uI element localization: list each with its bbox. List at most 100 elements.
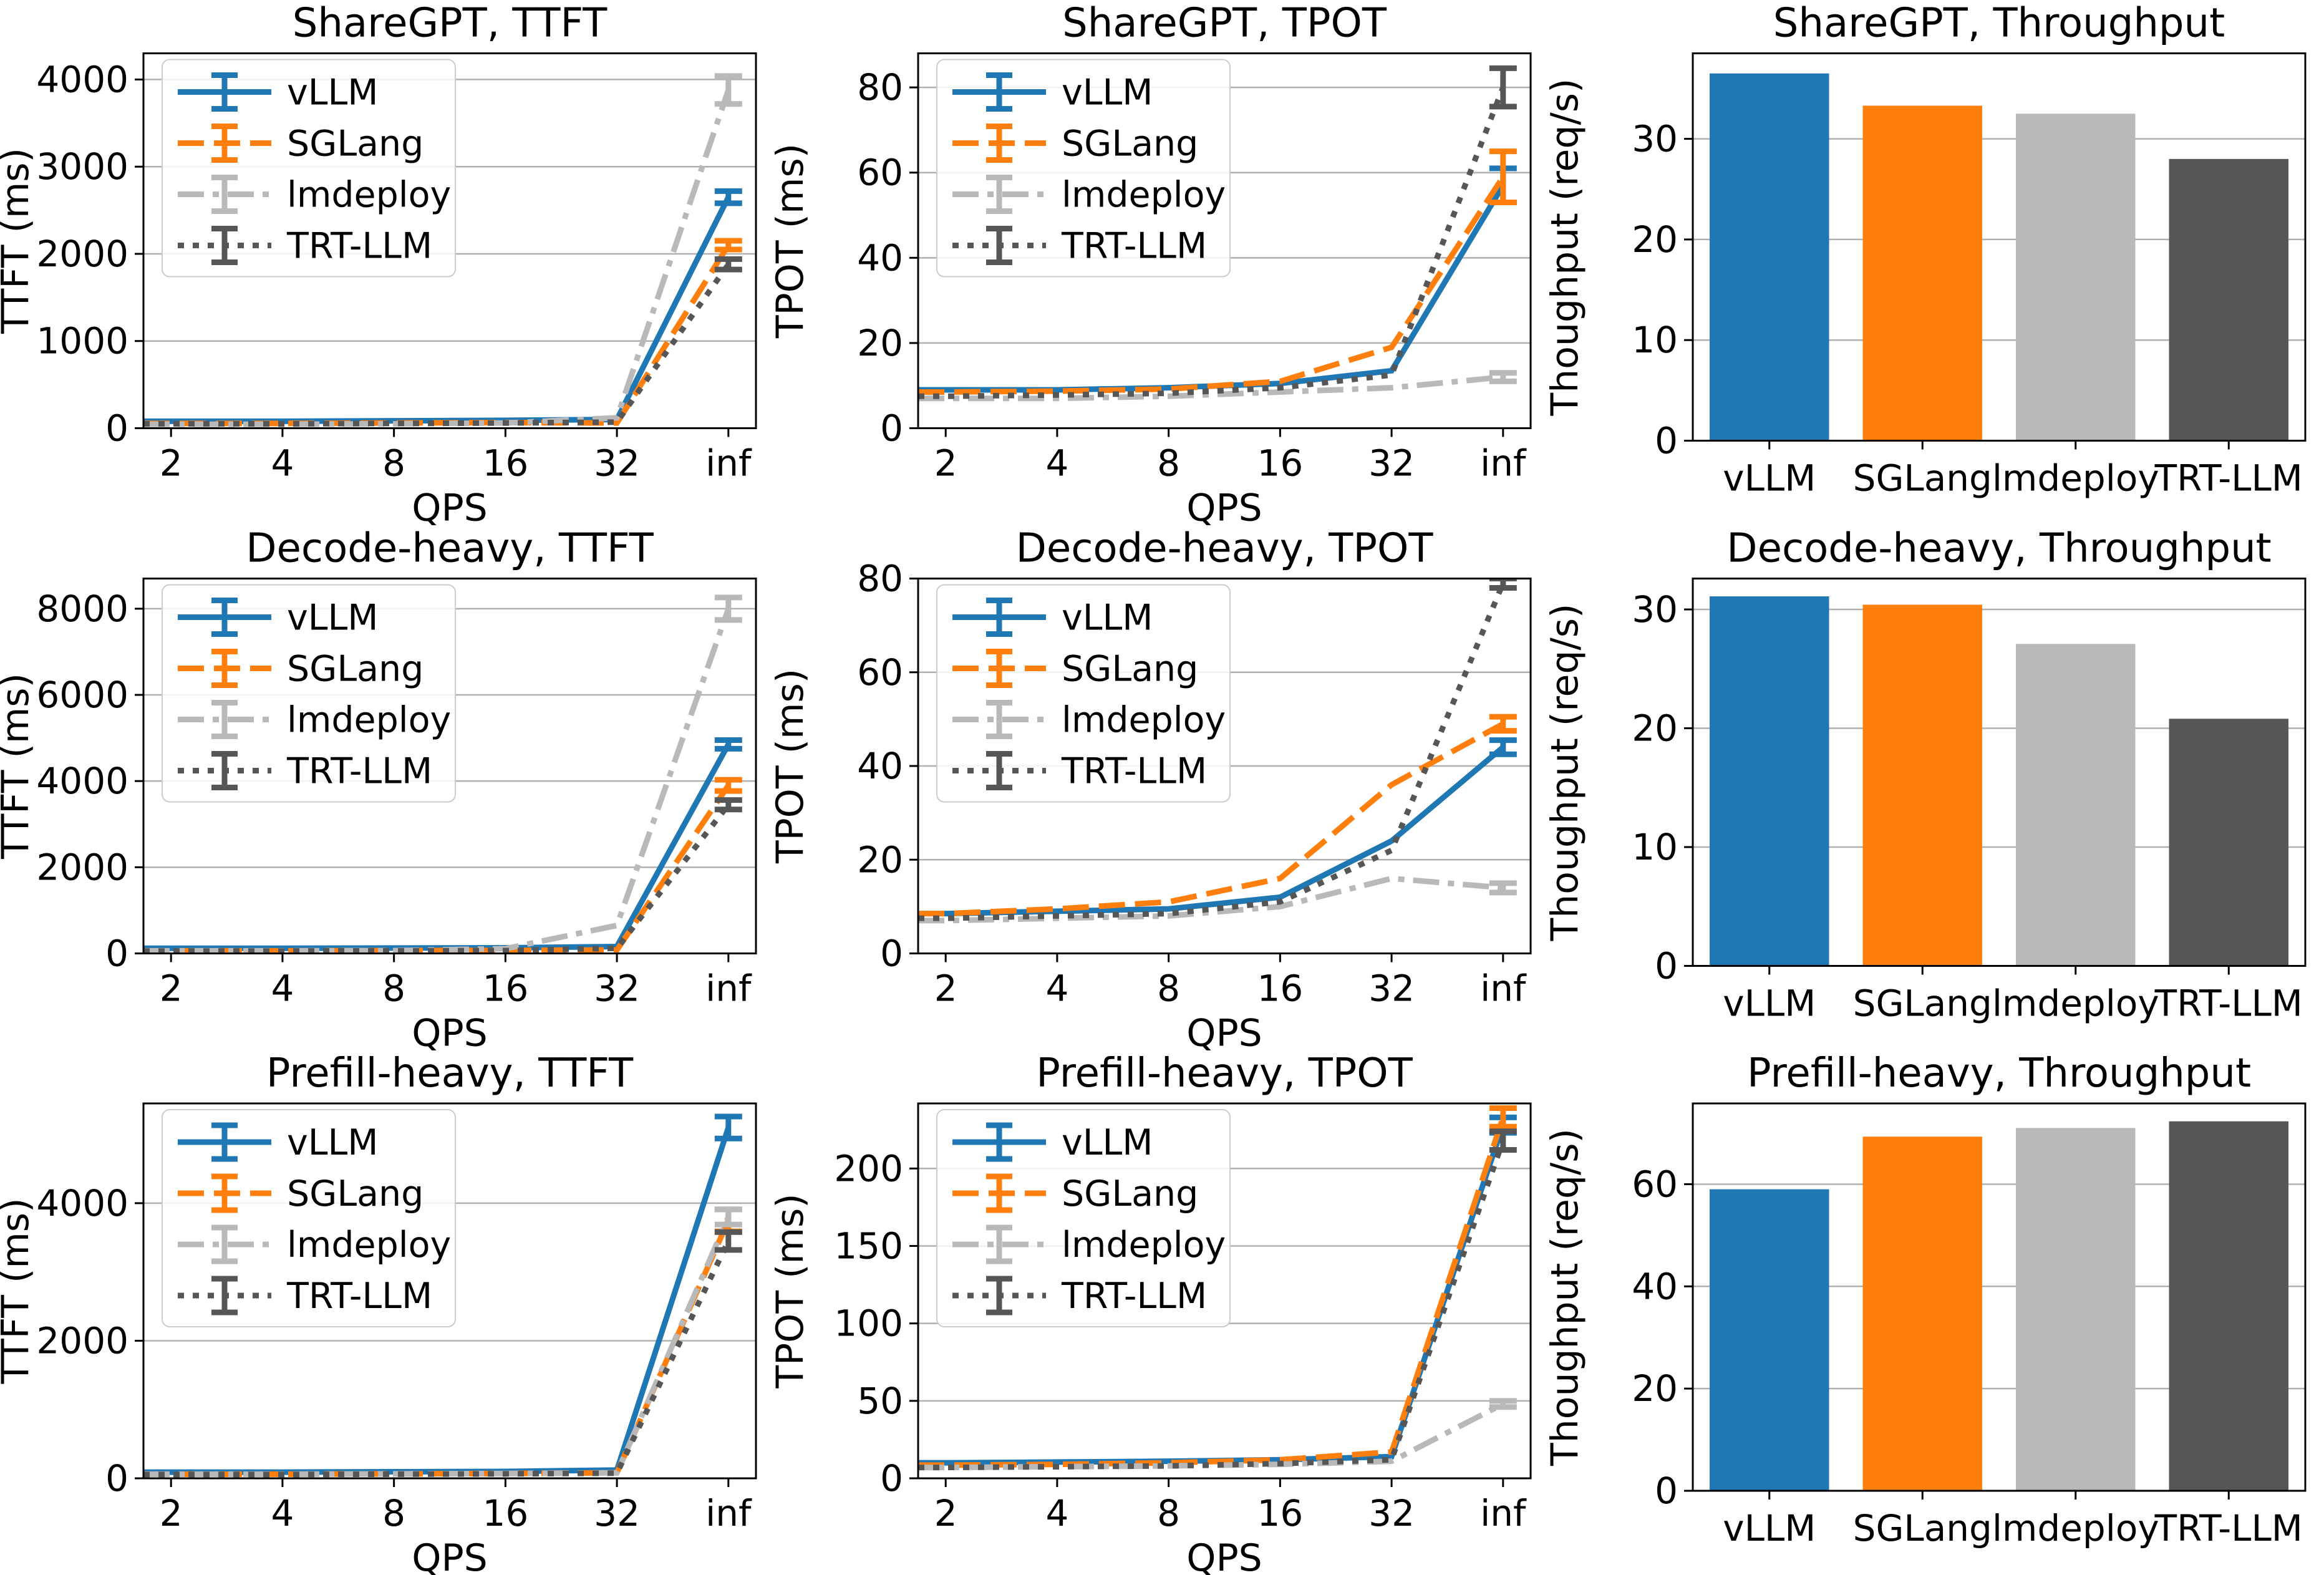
y-axis: 0 10 20 30 <box>1632 588 1693 987</box>
y-tick-label: 60 <box>1632 1163 1678 1205</box>
y-tick-label: 2000 <box>36 1319 128 1362</box>
y-axis-label: TTFT (ms) <box>0 1198 37 1385</box>
legend-label: TRT-LLM <box>1061 226 1207 267</box>
chart-title: ShareGPT, TTFT <box>293 1 608 47</box>
x-tick-label: 16 <box>1257 967 1303 1010</box>
legend-item-lmdeploy: lmdeploy <box>178 1224 451 1266</box>
axes-spines <box>142 578 757 954</box>
bar-TRT-LLM <box>2169 158 2288 441</box>
y-axis: 0 1000 2000 3000 4000 <box>36 58 143 450</box>
x-tick-label: 8 <box>1157 967 1180 1010</box>
y-tick-label: 0 <box>880 407 903 450</box>
chart-title: Prefill-heavy, TTFT <box>266 1050 634 1097</box>
axes-spines <box>1692 1102 2307 1492</box>
bar-TRT-LLM <box>2169 719 2288 966</box>
y-tick-label: 6000 <box>36 674 128 716</box>
chart-decode-heavy-throughput: 0 10 20 30 vLLM SGLang lmdeploy TRT-LLM Decode-h… <box>1549 525 2324 1050</box>
y-axis-label: Thoughput (req/s) <box>1549 79 1587 417</box>
legend: vLLM SGLang lmdeploy TRT-LLM <box>936 584 1231 803</box>
legend: vLLM SGLang lmdeploy TRT-LLM <box>936 59 1231 278</box>
x-tick-label: inf <box>1480 442 1527 485</box>
series-line-TRT-LLM <box>143 803 731 954</box>
legend-label: SGLang <box>287 1173 424 1214</box>
x-tick-label: 2 <box>160 1492 183 1534</box>
axes-spines <box>1692 578 2307 967</box>
x-tick-label: SGLang <box>1853 1507 1992 1549</box>
legend-item-SGLang: SGLang <box>178 124 424 165</box>
y-axis: 0 20 40 60 <box>1632 1163 1693 1512</box>
error-bar-SGLang <box>1489 714 1517 734</box>
plot-area <box>1710 73 2288 441</box>
legend-item-vLLM: vLLM <box>952 1122 1153 1163</box>
x-axis: 2 4 8 16 32 inf <box>160 428 752 485</box>
x-axis-label: QPS <box>1186 487 1262 526</box>
x-axis-label: QPS <box>1186 1536 1262 1575</box>
error-bar-lmdeploy <box>1489 1398 1517 1410</box>
x-axis-label: QPS <box>412 1012 488 1051</box>
series-line-vLLM <box>918 1124 1506 1466</box>
x-tick-label: 2 <box>160 442 183 485</box>
legend-item-lmdeploy: lmdeploy <box>952 175 1226 216</box>
error-bar-SGLang <box>1489 148 1517 206</box>
legend-item-vLLM: vLLM <box>178 598 378 639</box>
legend-label: SGLang <box>287 649 424 690</box>
y-tick-label: 200 <box>834 1147 903 1190</box>
y-axis-label: Thoughput (req/s) <box>1549 604 1587 942</box>
y-tick-label: 150 <box>834 1224 903 1267</box>
x-tick-label: 32 <box>594 967 640 1010</box>
x-tick-label: lmdeploy <box>1992 982 2159 1025</box>
chart-title: ShareGPT, Throughput <box>1773 1 2225 47</box>
y-tick-label: 20 <box>1632 218 1678 261</box>
plot-area <box>918 1105 1517 1471</box>
x-tick-label: 4 <box>1045 1492 1068 1534</box>
y-axis-label: TPOT (ms) <box>775 669 812 864</box>
bar-lmdeploy <box>2016 644 2136 966</box>
legend-item-lmdeploy: lmdeploy <box>178 175 451 216</box>
x-axis-label: QPS <box>412 1536 488 1575</box>
x-tick-label: vLLM <box>1723 1507 1816 1549</box>
y-axis: 0 2000 4000 6000 8000 <box>36 588 143 975</box>
axes-spines <box>142 1102 757 1480</box>
bar-vLLM <box>1710 73 1829 441</box>
legend-label: TRT-LLM <box>1061 1276 1207 1317</box>
legend: vLLM SGLang lmdeploy TRT-LLM <box>936 1109 1231 1327</box>
bar-lmdeploy <box>2016 114 2136 441</box>
y-tick-label: 40 <box>857 236 903 279</box>
x-tick-label: 8 <box>382 442 405 485</box>
x-tick-label: 16 <box>1257 442 1303 485</box>
series-line-lmdeploy <box>143 1216 731 1477</box>
y-tick-label: 10 <box>1632 826 1678 868</box>
y-tick-label: 2000 <box>36 233 128 275</box>
legend-label: lmdeploy <box>287 175 451 216</box>
error-bar-vLLM <box>714 1113 742 1141</box>
x-tick-label: inf <box>1480 967 1527 1010</box>
x-tick-label: 8 <box>382 967 405 1010</box>
legend-label: lmdeploy <box>287 700 451 741</box>
x-tick-label: SGLang <box>1853 982 1992 1025</box>
legend-item-TRT-LLM: TRT-LLM <box>952 226 1207 267</box>
x-axis: 2 4 8 16 32 inf <box>934 1478 1527 1534</box>
x-tick-label: TRT-LLM <box>2154 457 2303 500</box>
y-tick-label: 40 <box>1632 1265 1678 1307</box>
x-tick-label: 32 <box>1368 442 1415 485</box>
plot-area <box>1710 596 2288 966</box>
chart-prefill-heavy-ttft: 0 2000 4000 2 4 8 16 32 inf QPS Prefill-heavy, TTF… <box>0 1050 775 1575</box>
legend-label: TRT-LLM <box>286 1276 432 1317</box>
legend-item-TRT-LLM: TRT-LLM <box>178 1276 432 1317</box>
series-line-lmdeploy <box>143 608 732 954</box>
axes-spines <box>917 52 1532 429</box>
axes-spines <box>1692 52 2307 442</box>
chart-decode-heavy-tpot: 0 20 40 60 80 2 4 8 16 32 inf QPS Decode-heavy, TPOT… <box>775 525 1549 1050</box>
series-line-lmdeploy <box>918 374 1504 402</box>
y-axis: 0 20 40 60 80 <box>857 558 918 975</box>
chart-title: Prefill-heavy, TPOT <box>1036 1050 1413 1097</box>
bar-lmdeploy <box>2016 1128 2136 1491</box>
y-tick-label: 8000 <box>36 588 128 630</box>
x-axis-label: QPS <box>1186 1012 1262 1051</box>
legend-label: SGLang <box>1062 649 1198 690</box>
plot-area <box>143 73 742 427</box>
y-tick-label: 0 <box>1655 945 1678 987</box>
legend-item-vLLM: vLLM <box>952 598 1153 639</box>
